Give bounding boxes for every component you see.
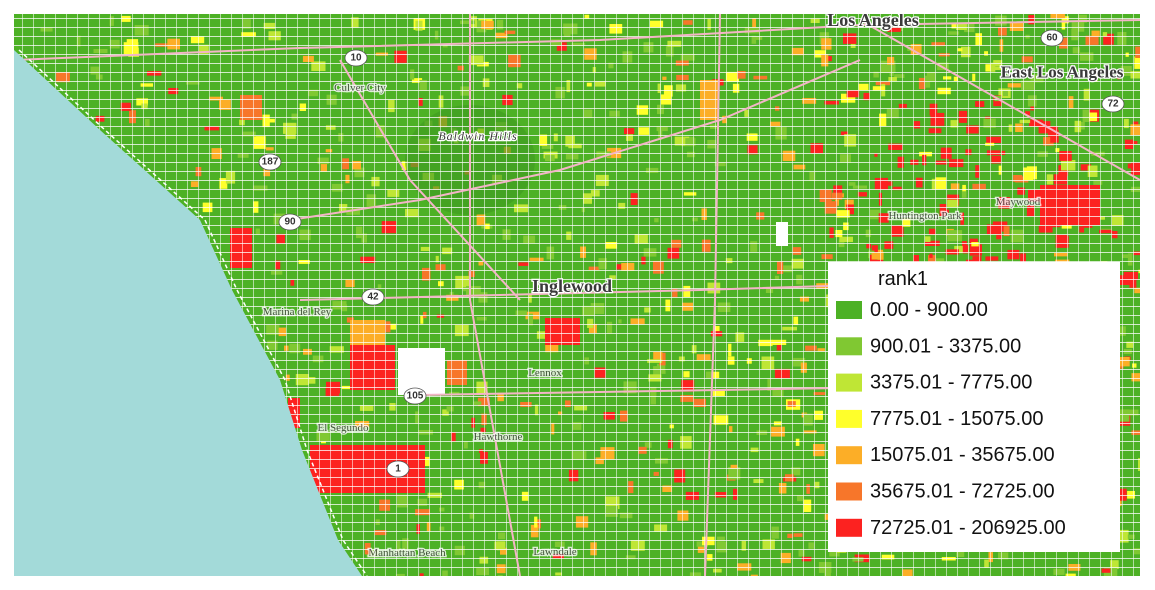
major-road bbox=[289, 59, 861, 221]
legend-swatch bbox=[836, 482, 862, 501]
place-label: Hawthorne bbox=[474, 431, 523, 443]
major-road bbox=[14, 19, 1140, 61]
major-road bbox=[419, 387, 841, 396]
legend-swatch bbox=[836, 446, 862, 465]
legend-label: 0.00 - 900.00 bbox=[870, 299, 988, 321]
legend-box bbox=[828, 262, 1120, 552]
legend-label: 7775.01 - 15075.00 bbox=[870, 408, 1044, 430]
legend-label: 15075.01 - 35675.00 bbox=[870, 444, 1055, 466]
route-number: 42 bbox=[367, 292, 379, 303]
route-number: 105 bbox=[407, 391, 424, 402]
place-label: Lawndale bbox=[533, 546, 576, 558]
major-road bbox=[469, 14, 521, 576]
route-shield bbox=[403, 387, 427, 405]
place-label: Los Angeles bbox=[827, 10, 919, 30]
place-label: Culver City bbox=[334, 82, 386, 94]
route-shield bbox=[361, 288, 385, 306]
legend-label: 35675.01 - 72725.00 bbox=[870, 481, 1055, 503]
legend-swatch bbox=[836, 518, 862, 537]
legend-swatch bbox=[836, 409, 862, 428]
place-label: Lennox bbox=[528, 367, 562, 379]
place-label: Manhattan Beach bbox=[368, 547, 446, 559]
route-shield bbox=[344, 49, 368, 67]
legend-label: 72725.01 - 206925.00 bbox=[870, 517, 1066, 539]
legend: rank1 0.00 - 900.00 900.01 - 3375.00 3375.… bbox=[828, 262, 1120, 552]
route-number: 90 bbox=[284, 217, 296, 228]
place-label: El Segundo bbox=[317, 422, 369, 434]
route-number: 187 bbox=[262, 157, 279, 168]
ocean bbox=[14, 50, 362, 576]
route-number: 72 bbox=[1107, 99, 1119, 110]
place-label: Baldwin Hills bbox=[438, 129, 517, 143]
legend-swatch bbox=[836, 373, 862, 392]
legend-title: rank1 bbox=[878, 268, 928, 290]
major-road bbox=[339, 59, 521, 301]
route-shield bbox=[1040, 29, 1064, 47]
legend-swatch bbox=[836, 337, 862, 356]
route-shield bbox=[278, 213, 302, 231]
route-shield bbox=[258, 153, 282, 171]
legend-swatch bbox=[836, 301, 862, 319]
place-label: Huntington Park bbox=[888, 210, 962, 222]
shoreline bbox=[18, 49, 368, 576]
route-shield bbox=[1101, 95, 1125, 113]
route-number: 1 bbox=[395, 464, 401, 475]
major-road bbox=[704, 14, 721, 576]
place-label: East Los Angeles bbox=[1001, 63, 1124, 82]
legend-label: 900.01 - 3375.00 bbox=[870, 335, 1021, 357]
place-label: Inglewood bbox=[532, 276, 612, 296]
legend-label: 3375.01 - 7775.00 bbox=[870, 372, 1032, 394]
place-label: Marina del Rey bbox=[263, 306, 332, 318]
route-shield bbox=[386, 460, 410, 478]
place-label: Maywood bbox=[996, 196, 1041, 208]
route-number: 60 bbox=[1046, 33, 1058, 44]
major-road bbox=[859, 19, 1140, 181]
route-number: 10 bbox=[350, 53, 362, 64]
major-road bbox=[299, 284, 861, 301]
